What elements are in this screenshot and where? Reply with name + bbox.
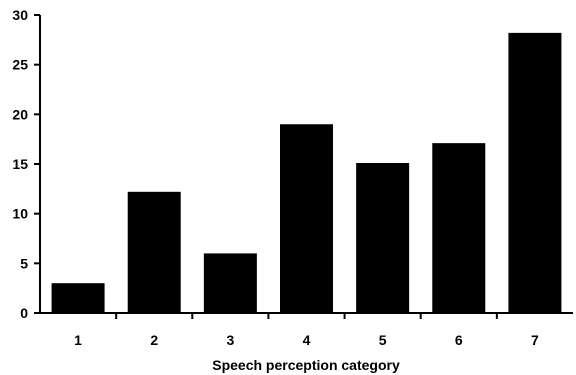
x-tick-label: 3 [226,332,234,348]
bar-3 [203,253,257,313]
x-tick-label: 2 [150,332,158,348]
y-tick-label: 5 [20,255,28,271]
bar-7 [508,32,562,313]
bar-2 [127,191,181,313]
y-tick-label: 15 [12,156,28,172]
x-tick-label: 5 [379,332,387,348]
bar-6 [432,143,486,313]
x-tick-label: 1 [74,332,82,348]
bar-5 [356,163,410,313]
y-axis: 0 5 10 15 20 25 30 [12,7,41,321]
bars [51,32,562,314]
y-tick-label: 25 [12,57,28,73]
y-tick-label: 20 [12,106,28,122]
x-tick-label: 6 [455,332,463,348]
x-axis: 1 2 3 4 5 6 7 [40,312,573,348]
y-tick-label: 30 [12,7,28,23]
bar-4 [280,124,333,314]
x-tick-label: 4 [303,332,311,348]
x-axis-title: Speech perception category [212,357,400,373]
y-tick-label: 0 [20,305,28,321]
x-tick-label: 7 [531,332,539,348]
y-tick-label: 10 [12,206,28,222]
bar-1 [51,283,105,313]
